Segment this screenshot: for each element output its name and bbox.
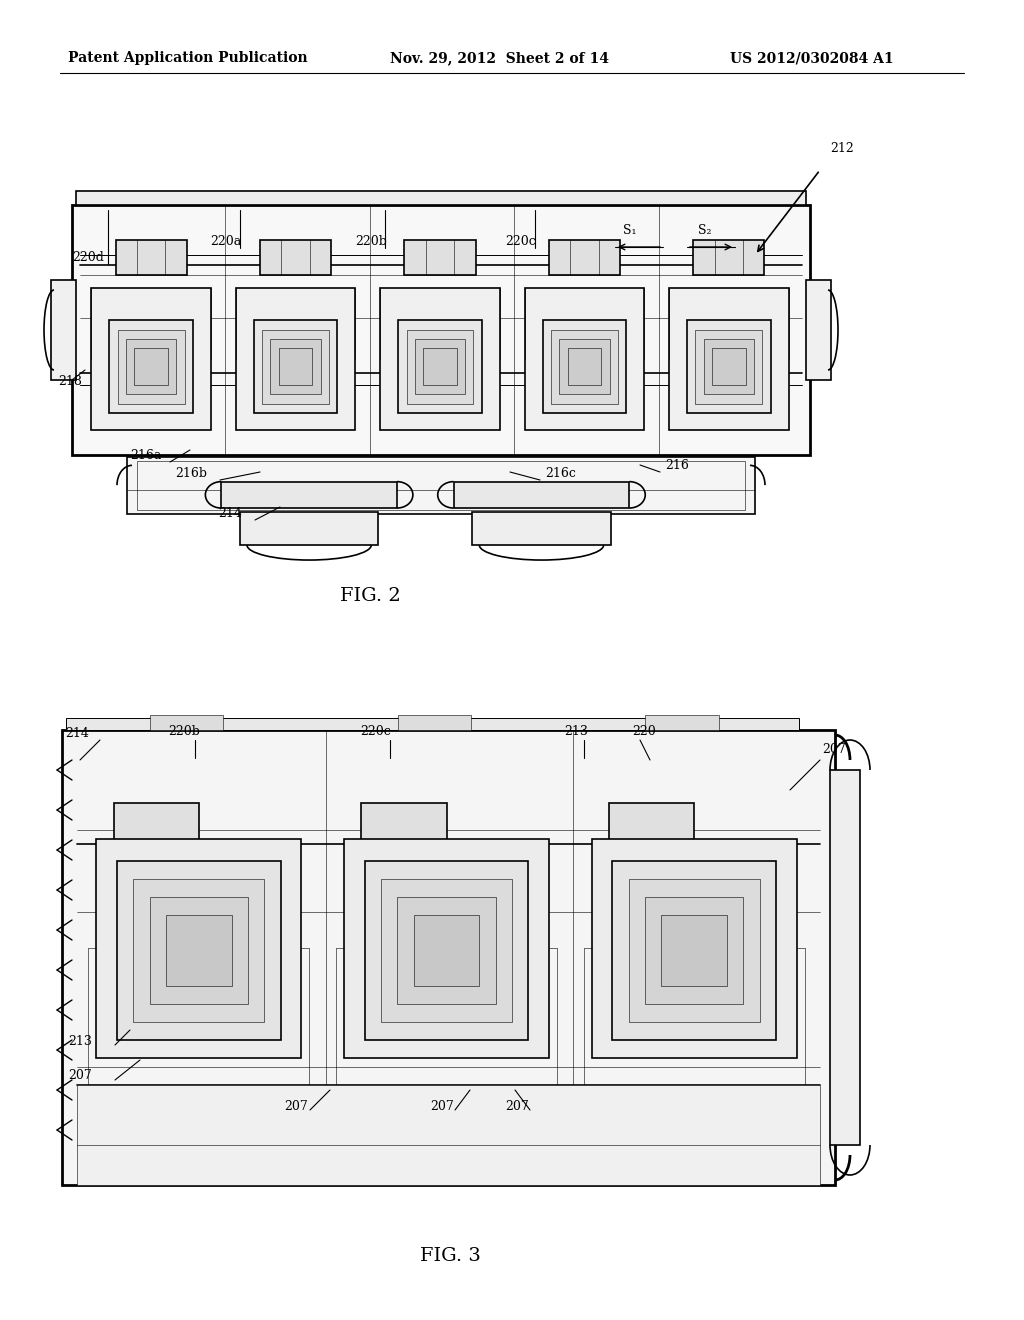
Bar: [126, 339, 176, 395]
Bar: [361, 803, 446, 858]
Text: 207: 207: [430, 1100, 454, 1113]
Text: 220: 220: [632, 725, 655, 738]
Bar: [397, 896, 496, 1005]
Bar: [150, 896, 248, 1005]
Bar: [254, 321, 338, 413]
Bar: [116, 240, 186, 275]
Text: 216b: 216b: [175, 467, 207, 480]
Bar: [662, 915, 727, 986]
Bar: [117, 861, 281, 1040]
Bar: [669, 288, 788, 430]
Text: 218: 218: [58, 375, 82, 388]
Bar: [472, 512, 610, 545]
Bar: [629, 879, 760, 1022]
Bar: [62, 730, 835, 1185]
Bar: [77, 1085, 820, 1185]
Text: US 2012/0302084 A1: US 2012/0302084 A1: [730, 51, 894, 65]
Bar: [830, 770, 860, 1144]
Text: 214: 214: [65, 727, 89, 741]
Bar: [559, 339, 609, 395]
Bar: [645, 715, 719, 730]
Bar: [240, 512, 378, 545]
Bar: [712, 348, 745, 385]
Bar: [592, 840, 797, 1057]
Bar: [645, 896, 743, 1005]
Text: 220b: 220b: [355, 235, 387, 248]
Text: 220b: 220b: [168, 725, 200, 738]
Text: FIG. 2: FIG. 2: [340, 587, 400, 605]
Bar: [549, 240, 620, 275]
Bar: [91, 288, 211, 430]
Bar: [221, 482, 397, 508]
Bar: [703, 339, 754, 395]
Bar: [279, 348, 312, 385]
Bar: [551, 330, 617, 404]
Text: 207: 207: [505, 1100, 528, 1113]
Bar: [609, 803, 694, 858]
Text: FIG. 3: FIG. 3: [420, 1247, 480, 1265]
Bar: [127, 457, 755, 515]
Text: 207: 207: [68, 1069, 92, 1082]
Bar: [110, 321, 194, 413]
Bar: [543, 321, 627, 413]
Bar: [380, 288, 500, 430]
Text: 220d: 220d: [72, 251, 103, 264]
Bar: [133, 879, 264, 1022]
Bar: [344, 840, 549, 1057]
Text: 220a: 220a: [210, 235, 242, 248]
Bar: [404, 240, 475, 275]
Text: 213: 213: [564, 725, 588, 738]
Text: 207: 207: [822, 743, 846, 756]
Text: 220c: 220c: [360, 725, 391, 738]
Bar: [51, 280, 76, 380]
Text: Nov. 29, 2012  Sheet 2 of 14: Nov. 29, 2012 Sheet 2 of 14: [390, 51, 609, 65]
Text: 216c: 216c: [545, 467, 575, 480]
Bar: [66, 718, 799, 730]
Bar: [137, 462, 745, 510]
Bar: [365, 861, 528, 1040]
Text: S₂: S₂: [698, 224, 712, 238]
Bar: [262, 330, 329, 404]
Text: Patent Application Publication: Patent Application Publication: [68, 51, 307, 65]
Bar: [806, 280, 831, 380]
Bar: [96, 840, 301, 1057]
Text: 213: 213: [68, 1035, 92, 1048]
Bar: [407, 330, 473, 404]
Bar: [524, 288, 644, 430]
Text: 214: 214: [218, 507, 242, 520]
Bar: [72, 205, 810, 455]
Text: 220c: 220c: [505, 235, 536, 248]
Bar: [118, 330, 184, 404]
Bar: [381, 879, 512, 1022]
Text: 212: 212: [830, 143, 854, 154]
Bar: [415, 339, 465, 395]
Text: S₁: S₁: [623, 224, 637, 238]
Bar: [695, 330, 762, 404]
Bar: [423, 348, 457, 385]
Bar: [397, 715, 471, 730]
Bar: [236, 288, 355, 430]
Bar: [151, 715, 223, 730]
Bar: [76, 191, 806, 205]
Bar: [166, 915, 231, 986]
Bar: [454, 482, 630, 508]
Text: 207: 207: [284, 1100, 308, 1113]
Text: 216a: 216a: [130, 449, 162, 462]
Text: 216: 216: [665, 459, 689, 473]
Bar: [693, 240, 764, 275]
Bar: [414, 915, 479, 986]
Bar: [270, 339, 321, 395]
Bar: [134, 348, 168, 385]
Bar: [612, 861, 776, 1040]
Bar: [260, 240, 331, 275]
Bar: [687, 321, 771, 413]
Bar: [567, 348, 601, 385]
Bar: [398, 321, 482, 413]
Bar: [114, 803, 199, 858]
